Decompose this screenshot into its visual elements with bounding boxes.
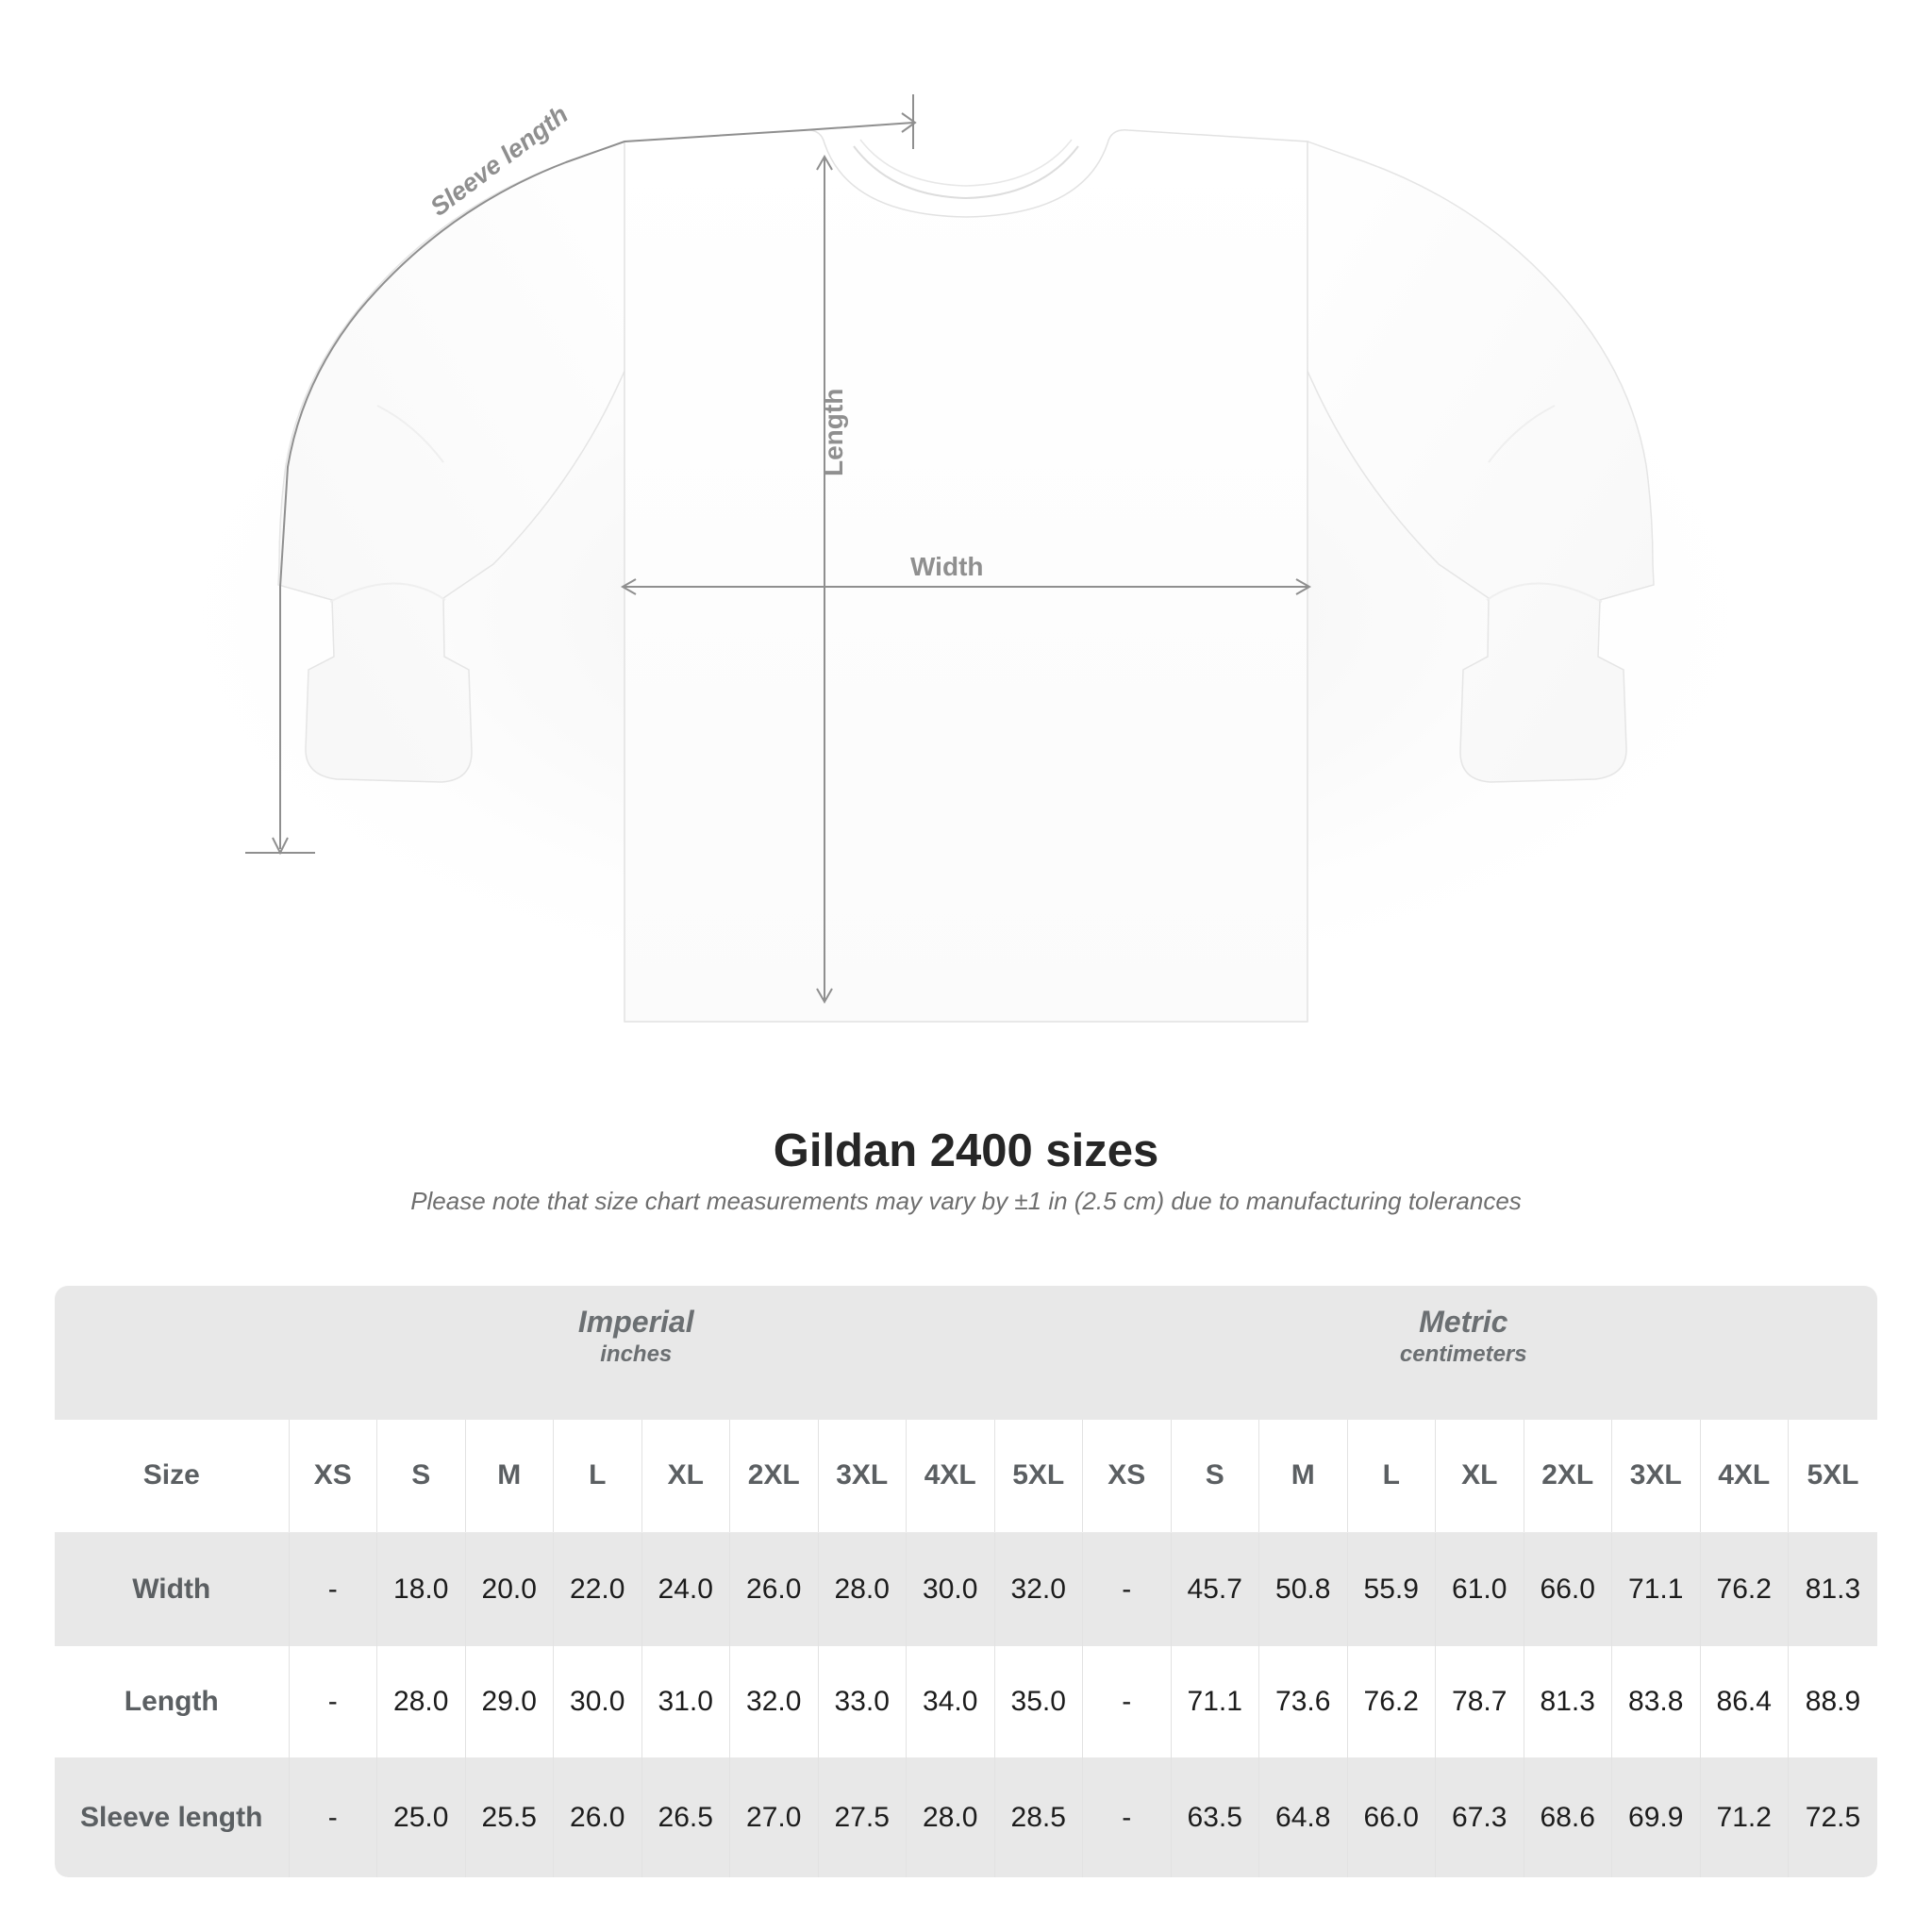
svg-text:Width: Width bbox=[910, 552, 984, 581]
svg-text:Length: Length bbox=[819, 389, 848, 476]
